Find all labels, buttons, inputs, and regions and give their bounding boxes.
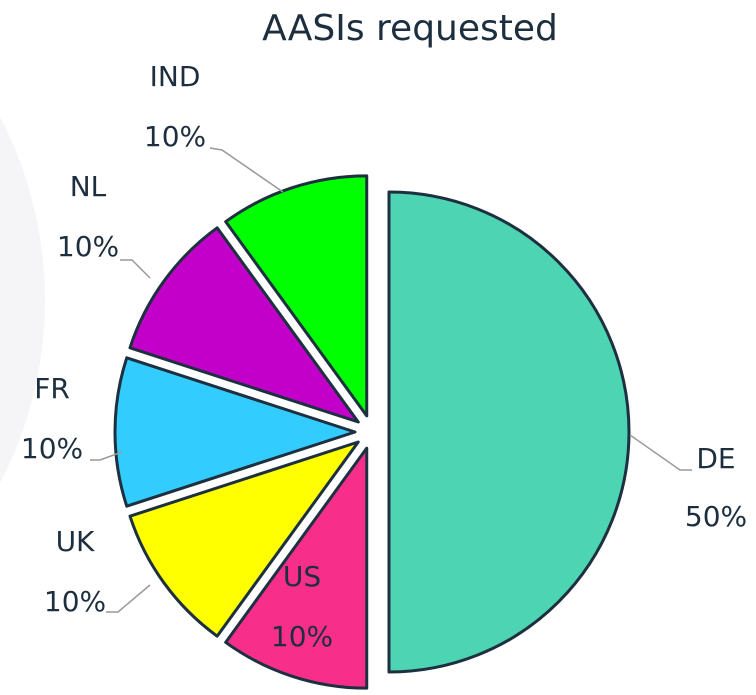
background-shape (0, 117, 45, 483)
chart-title: AASIs requested (262, 8, 558, 49)
leader-line (90, 451, 123, 461)
slice-label: FR (34, 372, 70, 405)
leader-line (209, 147, 284, 193)
pie-slice (224, 446, 369, 690)
slice-value-label: 10% (57, 230, 119, 263)
slice-label: IND (150, 60, 201, 93)
leader-line (106, 584, 151, 613)
slice-value-label: 10% (144, 120, 206, 153)
leader-line (120, 259, 151, 279)
slice-value-label: 10% (21, 432, 83, 465)
leader-line (629, 434, 692, 471)
pie-slice (387, 190, 631, 674)
slice-label: UK (56, 525, 95, 558)
slice-label: DE (696, 442, 735, 475)
slice-label: US (283, 560, 321, 593)
slice-value-label: 10% (44, 585, 106, 618)
slice-label: NL (70, 170, 107, 203)
slice-value-label: 10% (271, 620, 333, 653)
slice-value-label: 50% (685, 500, 747, 533)
pie-slice (224, 174, 369, 418)
pie-slice (128, 226, 360, 424)
pie-slice (113, 356, 357, 508)
pie-slice (128, 440, 360, 638)
